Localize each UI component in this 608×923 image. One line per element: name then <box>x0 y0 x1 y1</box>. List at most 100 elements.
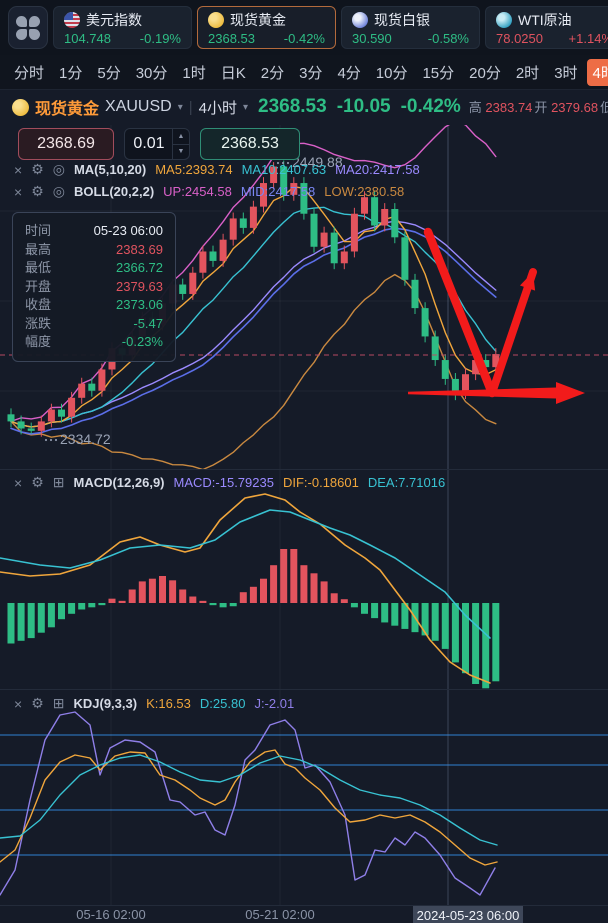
settings-icon[interactable]: ⚙ <box>31 161 44 177</box>
timeframe-1[interactable]: 分时 <box>14 64 45 82</box>
timeframe-14[interactable]: 3时 <box>554 64 578 82</box>
last-price: 2368.53 <box>258 96 327 117</box>
timeframe-8[interactable]: 3分 <box>299 64 323 82</box>
indicator-value: MA(5,10,20) <box>73 162 147 177</box>
price-change-pct: -0.42% <box>400 96 461 117</box>
price-change: -10.05 <box>336 96 391 117</box>
indicator-value: MA10:2407.63 <box>241 162 327 177</box>
instrument-change: +1.14% <box>568 30 608 46</box>
close-icon[interactable]: × <box>14 695 23 712</box>
instrument-tab-spot-silver[interactable]: 现货白银 30.590 -0.58% <box>341 6 480 49</box>
indicator-value: MACD(12,26,9) <box>73 475 165 490</box>
macd-chart-canvas[interactable] <box>0 470 608 690</box>
instrument-topbar: 美元指数 104.748 -0.19% 现货黄金 2368.53 -0.42% … <box>0 0 608 55</box>
timeframe-5[interactable]: 1时 <box>182 64 206 82</box>
silver-icon <box>352 11 368 28</box>
candle-tooltip: 时间 05-23 06:00 最高 2383.69 最低 2366.72 开盘 2379.63… <box>12 212 176 362</box>
settings-icon[interactable]: ⚙ <box>31 183 44 199</box>
instrument-tabs: 美元指数 104.748 -0.19% 现货黄金 2368.53 -0.42% … <box>53 6 608 49</box>
symbol-code[interactable]: XAUUSD <box>105 98 172 115</box>
tooltip-row: 开盘 2379.63 <box>25 278 163 294</box>
close-icon[interactable]: × <box>14 161 23 178</box>
tooltip-row: 时间 05-23 06:00 <box>25 223 163 238</box>
step-up-button[interactable]: ▲ <box>173 129 189 145</box>
timeframe-4[interactable]: 30分 <box>135 64 168 82</box>
symbol-name: 现货黄金 <box>35 101 100 118</box>
instrument-name: 美元指数 <box>86 11 142 28</box>
instrument-price: 30.590 <box>352 30 392 46</box>
timeframe-12[interactable]: 20分 <box>469 64 501 82</box>
macd-indicator-row: × ⚙ ⊞ MACD(12,26,9) MACD:-15.79235 DIF:-0.186… <box>14 474 445 491</box>
instrument-tab-wti-oil[interactable]: WTI原油 78.0250 +1.14% <box>485 6 608 49</box>
ohlc-stats: 高 2383.74开 2379.68低 2355 <box>467 97 608 117</box>
tooltip-row: 收盘 2373.06 <box>25 297 163 312</box>
gold-coin-icon <box>12 98 29 116</box>
indicator-value: D:25.80 <box>199 696 246 711</box>
step-value: 0.01 <box>133 135 165 152</box>
instrument-tab-usd-index[interactable]: 美元指数 104.748 -0.19% <box>53 6 192 49</box>
eye-icon[interactable]: ◎ <box>52 183 65 199</box>
tooltip-row: 涨跌 -5.47 <box>25 315 163 331</box>
symbol-header: 现货黄金 XAUUSD ▾ | 4小时 ▾ 2368.53 -10.05 -0.… <box>0 90 608 124</box>
menu-button[interactable] <box>8 6 48 49</box>
timeframe-13[interactable]: 2时 <box>515 64 540 82</box>
indicator-value: UP:2454.58 <box>163 184 232 199</box>
chevron-down-icon[interactable]: ▾ <box>177 101 183 113</box>
timeframe-2[interactable]: 1分 <box>59 64 83 82</box>
expand-icon[interactable]: ⊞ <box>52 474 65 490</box>
us-flag-icon <box>64 11 80 28</box>
sell-price-button[interactable]: 2368.69 <box>18 128 114 160</box>
trade-panel: 2368.69 0.01 ▲ ▼ 2368.53 <box>18 128 300 160</box>
indicator-value: MACD:-15.79235 <box>173 475 274 490</box>
axis-tick: 05-21 02:00 <box>245 907 315 922</box>
timeframe-11[interactable]: 15分 <box>422 64 455 82</box>
indicator-value: MA20:2417.58 <box>335 162 420 177</box>
panel-separator <box>0 689 608 690</box>
instrument-price: 104.748 <box>64 30 111 46</box>
time-axis: 05-16 02:00 05-21 02:00 2024-05-23 06:00 <box>0 905 608 923</box>
timeframe-15[interactable]: 4时 <box>586 58 608 86</box>
axis-tick: 05-16 02:00 <box>76 907 146 922</box>
instrument-price: 2368.53 <box>208 30 255 46</box>
tooltip-row: 幅度 -0.23% <box>25 334 163 349</box>
timeframe-10[interactable]: 10分 <box>375 64 408 82</box>
indicator-value: DEA:7.71016 <box>367 475 446 490</box>
quantity-stepper[interactable]: 0.01 ▲ ▼ <box>124 128 190 160</box>
settings-icon[interactable]: ⚙ <box>31 474 44 490</box>
timeframe-6[interactable]: 日K <box>220 64 246 82</box>
gold-icon <box>208 11 224 28</box>
instrument-name: 现货黄金 <box>230 11 286 28</box>
stat-低: 低 2355 <box>600 100 608 115</box>
indicator-value: K:16.53 <box>146 696 191 711</box>
instrument-price: 78.0250 <box>496 30 543 46</box>
chevron-down-icon[interactable]: ▾ <box>242 101 249 113</box>
indicator-value: LOW:2380.58 <box>324 184 405 199</box>
buy-price-button[interactable]: 2368.53 <box>200 128 300 160</box>
instrument-tab-spot-gold[interactable]: 现货黄金 2368.53 -0.42% <box>197 6 336 49</box>
timeframe-3[interactable]: 5分 <box>97 64 121 82</box>
kdj-chart-canvas[interactable] <box>0 690 608 905</box>
stepper-arrows: ▲ ▼ <box>172 129 189 159</box>
timeframe-select[interactable]: 4小时 <box>198 99 237 117</box>
svg-text:2449.88: 2449.88 <box>292 154 343 170</box>
close-icon[interactable]: × <box>14 474 23 491</box>
eye-icon[interactable]: ◎ <box>52 161 65 177</box>
divider: | <box>188 98 193 116</box>
svg-text:2334.72: 2334.72 <box>60 431 111 447</box>
expand-icon[interactable]: ⊞ <box>52 695 65 711</box>
instrument-change: -0.19% <box>139 30 181 46</box>
timeframe-7[interactable]: 2分 <box>260 64 285 82</box>
instrument-change: -0.42% <box>283 30 325 46</box>
settings-icon[interactable]: ⚙ <box>31 695 44 711</box>
stat-开: 开 2379.68 <box>534 100 599 115</box>
boll-indicator-row: × ⚙ ◎ BOLL(20,2,2) UP:2454.58 MID:2417.58 LOW:… <box>14 183 404 200</box>
stat-高: 高 2383.74 <box>468 100 533 115</box>
step-down-button[interactable]: ▼ <box>177 148 185 156</box>
timeframe-9[interactable]: 4分 <box>337 64 361 82</box>
kdj-indicator-row: × ⚙ ⊞ KDJ(9,3,3) K:16.53 D:25.80 J:-2.01 <box>14 695 294 712</box>
indicator-value: KDJ(9,3,3) <box>73 696 138 711</box>
indicator-value: J:-2.01 <box>254 696 295 711</box>
close-icon[interactable]: × <box>14 183 23 200</box>
tooltip-row: 最高 2383.69 <box>25 241 163 257</box>
